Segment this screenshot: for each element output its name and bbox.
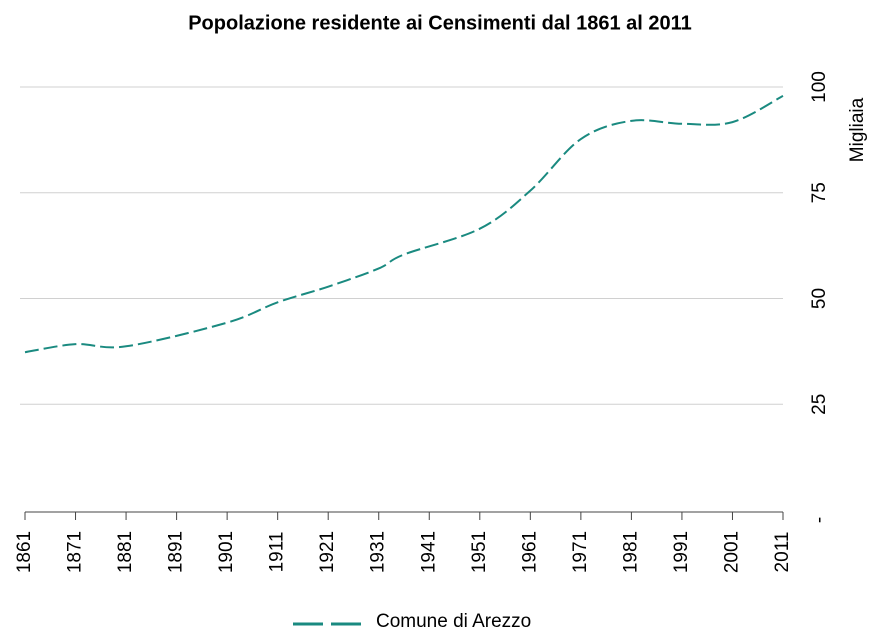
x-tick-label: 1901 [216,531,237,573]
chart-title: Popolazione residente ai Censimenti dal … [188,12,692,34]
y-tick-label: 50 [809,288,830,309]
x-tick-label: 1891 [166,531,187,573]
x-tick-label: 1971 [570,531,591,573]
x-tick-label: 1931 [368,531,389,573]
y-tick-label: - [809,517,830,523]
x-tick-label: 1871 [65,531,86,573]
x-tick-label: 2001 [721,531,742,573]
x-tick-label: 1861 [14,531,35,573]
x-tick-label: 1921 [317,531,338,573]
x-tick-label: 1881 [115,531,136,573]
y-tick-label: 100 [809,71,830,103]
x-tick-label: 1941 [418,531,439,573]
x-tick-label: 1961 [519,531,540,573]
x-tick-label: 1991 [671,531,692,573]
y-tick-label: 25 [809,394,830,415]
legend-label: Comune di Arezzo [376,611,531,632]
x-tick-label: 1951 [469,531,490,573]
x-tick-label: 1981 [620,531,641,573]
y-axis-label: Migliaia [847,97,868,162]
y-tick-label: 75 [809,182,830,203]
x-tick-label: 2011 [772,532,793,573]
x-tick-label: 1911 [267,532,288,573]
series-line [24,94,784,354]
